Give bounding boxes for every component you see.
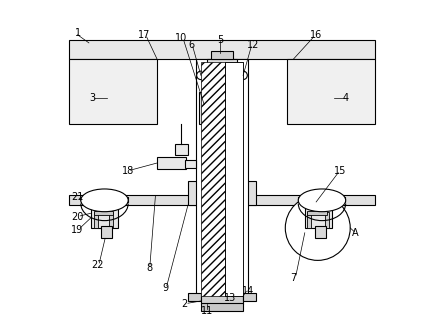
Text: 13: 13: [224, 293, 236, 303]
Bar: [69, 40, 375, 59]
Bar: [81, 197, 128, 202]
Bar: [188, 181, 201, 205]
Bar: [243, 293, 256, 301]
Bar: [243, 181, 256, 205]
Text: 15: 15: [334, 166, 347, 176]
Text: 6: 6: [188, 39, 194, 50]
Text: 20: 20: [71, 212, 84, 222]
Text: 18: 18: [122, 166, 134, 176]
Ellipse shape: [81, 189, 128, 212]
Bar: [225, 62, 243, 296]
Bar: [109, 212, 113, 228]
Text: 21: 21: [71, 192, 84, 202]
Bar: [196, 59, 248, 299]
Bar: [157, 156, 186, 170]
Bar: [188, 293, 201, 301]
Bar: [201, 62, 225, 296]
Bar: [314, 226, 326, 238]
Text: 2: 2: [182, 299, 188, 309]
Text: 17: 17: [138, 30, 150, 40]
Bar: [94, 212, 98, 228]
Text: 14: 14: [242, 286, 254, 296]
Circle shape: [285, 196, 350, 260]
Bar: [199, 92, 212, 124]
Bar: [94, 211, 113, 215]
Text: 4: 4: [342, 93, 349, 103]
Bar: [307, 212, 311, 228]
Bar: [201, 303, 243, 311]
Text: 10: 10: [175, 33, 187, 43]
Bar: [307, 211, 326, 215]
Bar: [91, 202, 118, 228]
Bar: [298, 197, 345, 202]
Ellipse shape: [298, 189, 346, 212]
Bar: [225, 62, 243, 296]
Bar: [69, 196, 375, 205]
Bar: [101, 226, 112, 238]
Bar: [287, 59, 375, 124]
Text: 12: 12: [247, 39, 259, 50]
Bar: [175, 143, 188, 155]
Text: 16: 16: [310, 30, 322, 40]
Circle shape: [239, 71, 247, 80]
Bar: [185, 160, 196, 168]
Text: 3: 3: [89, 93, 95, 103]
Bar: [207, 59, 237, 88]
Circle shape: [197, 71, 205, 80]
Text: 9: 9: [162, 283, 168, 293]
Bar: [210, 51, 234, 59]
Text: 22: 22: [92, 260, 104, 270]
Text: 11: 11: [201, 306, 214, 316]
Bar: [305, 202, 333, 228]
Text: 1: 1: [75, 28, 81, 38]
Text: 7: 7: [290, 273, 297, 283]
Text: A: A: [352, 228, 358, 238]
Text: 5: 5: [217, 35, 223, 45]
Bar: [69, 59, 157, 124]
Bar: [201, 293, 243, 304]
Text: 8: 8: [146, 263, 152, 274]
Text: 19: 19: [71, 225, 83, 234]
Bar: [325, 212, 329, 228]
